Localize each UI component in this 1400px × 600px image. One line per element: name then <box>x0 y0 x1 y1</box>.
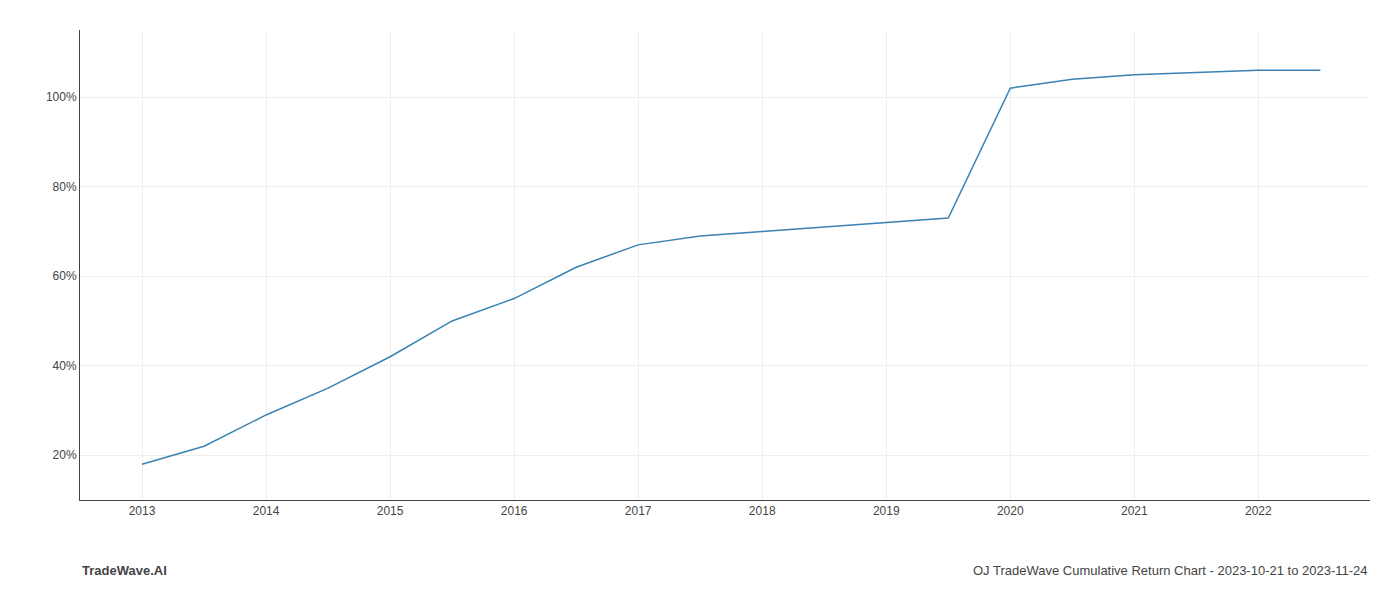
svg-text:2015: 2015 <box>377 504 404 518</box>
svg-text:2016: 2016 <box>501 504 528 518</box>
svg-text:2021: 2021 <box>1121 504 1148 518</box>
svg-text:TradeWave.AI: TradeWave.AI <box>82 563 167 578</box>
svg-text:OJ TradeWave Cumulative Return: OJ TradeWave Cumulative Return Chart - 2… <box>973 563 1368 578</box>
svg-text:2017: 2017 <box>625 504 652 518</box>
svg-text:20%: 20% <box>53 448 77 462</box>
svg-text:40%: 40% <box>53 359 77 373</box>
svg-text:2013: 2013 <box>129 504 156 518</box>
svg-text:2014: 2014 <box>253 504 280 518</box>
svg-text:80%: 80% <box>53 180 77 194</box>
svg-text:100%: 100% <box>46 90 77 104</box>
svg-text:2022: 2022 <box>1245 504 1272 518</box>
svg-text:2019: 2019 <box>873 504 900 518</box>
svg-text:60%: 60% <box>53 269 77 283</box>
svg-text:2020: 2020 <box>997 504 1024 518</box>
svg-text:2018: 2018 <box>749 504 776 518</box>
